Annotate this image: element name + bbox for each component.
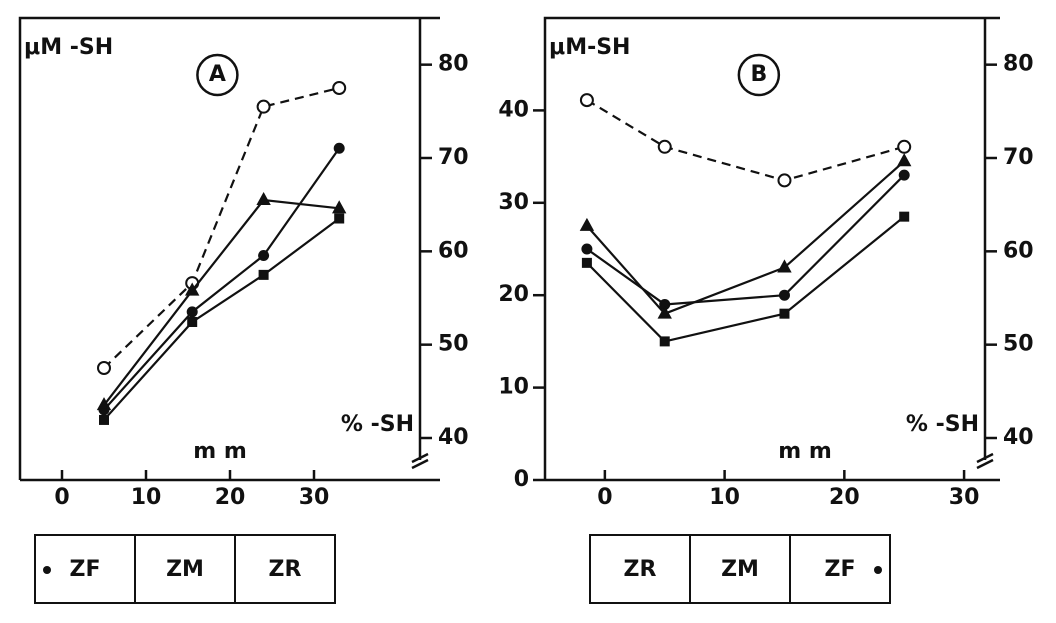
marker [256, 99, 271, 114]
series-line [103, 147, 341, 411]
x-tick-label: 20 [215, 485, 246, 510]
y-tick-label: 20 [498, 282, 529, 307]
marker [897, 139, 912, 154]
specimen [589, 534, 891, 604]
y2-tick-label: 50 [1003, 332, 1034, 357]
marker [579, 93, 594, 108]
y-tick-label: 40 [498, 97, 529, 122]
marker [657, 305, 672, 319]
axis-break [976, 452, 994, 470]
specimen [34, 534, 336, 604]
series-line [103, 217, 340, 421]
zone-label: ZF [70, 557, 101, 582]
y2-tick-label: 50 [438, 332, 469, 357]
y2-axis-label: % -SH [341, 412, 414, 437]
series-line [586, 174, 905, 306]
series-line [586, 215, 905, 343]
series-line [586, 160, 905, 315]
zone-dot [874, 566, 882, 574]
panel-title: A [209, 62, 226, 87]
marker [779, 308, 790, 319]
marker [185, 282, 200, 296]
frame [18, 16, 440, 482]
marker [258, 269, 269, 280]
y2-tick-label: 40 [438, 425, 469, 450]
x-tick-label: 30 [949, 485, 980, 510]
y-tick-label: 10 [498, 375, 529, 400]
series-line [103, 198, 340, 406]
marker [777, 173, 792, 188]
y2-tick-label: 60 [438, 238, 469, 263]
zone-label: ZR [269, 557, 302, 582]
x-axis-label: m m [193, 439, 247, 464]
y-axis-label: μM-SH [549, 35, 630, 60]
marker [777, 259, 792, 273]
y2-tick-label: 80 [438, 52, 469, 77]
y2-tick-label: 70 [438, 145, 469, 170]
y2-axis-label: % -SH [906, 412, 979, 437]
zone-label: ZM [721, 557, 759, 582]
marker [659, 336, 670, 347]
y2-tick-label: 80 [1003, 52, 1034, 77]
x-tick-label: 10 [709, 485, 740, 510]
marker [332, 81, 347, 95]
x-tick-label: 0 [597, 485, 612, 510]
marker [258, 249, 270, 261]
axis-break [411, 452, 429, 470]
marker [899, 211, 910, 222]
x-tick-label: 20 [829, 485, 860, 510]
marker [581, 257, 592, 268]
series-line [103, 86, 340, 369]
series-line [586, 99, 905, 182]
marker [333, 142, 345, 154]
y-axis-label: μM -SH [24, 35, 113, 60]
marker [256, 191, 271, 206]
zone-label: ZM [166, 557, 204, 582]
marker [579, 217, 595, 231]
zone-label: ZR [624, 557, 657, 582]
marker [897, 153, 912, 167]
x-tick-label: 10 [131, 485, 162, 510]
panel-title-ring [196, 53, 239, 97]
y2-tick-label: 70 [1003, 145, 1034, 170]
marker [581, 243, 593, 255]
marker [657, 139, 672, 154]
frame [543, 16, 1000, 482]
y-tick-label: 30 [498, 190, 529, 215]
y-tick-label: 0 [514, 467, 529, 492]
marker [778, 289, 790, 301]
y2-tick-label: 40 [1003, 425, 1034, 450]
marker [97, 361, 111, 375]
x-tick-label: 30 [299, 485, 330, 510]
marker [187, 316, 198, 327]
panel-title: B [750, 62, 767, 87]
marker [96, 397, 112, 411]
zone-label: ZF [825, 557, 856, 582]
marker [898, 169, 910, 181]
marker [186, 306, 198, 318]
zone-dot [43, 566, 51, 574]
marker [334, 213, 345, 224]
panel-title-ring [737, 53, 781, 97]
y2-tick-label: 60 [1003, 238, 1034, 263]
x-axis-label: m m [778, 439, 832, 464]
x-tick-label: 0 [54, 485, 69, 510]
marker [332, 200, 347, 214]
marker [99, 414, 109, 425]
